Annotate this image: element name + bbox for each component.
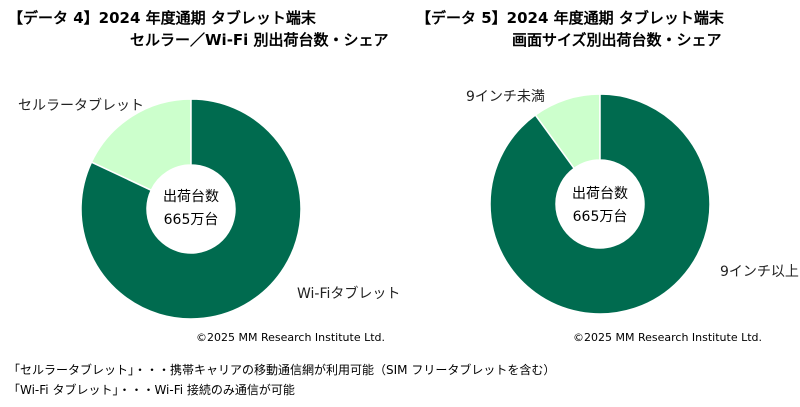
chart-1-copyright: ©2025 MM Research Institute Ltd. [196, 331, 386, 344]
chart-2-center-label-line-2: 665万台 [573, 209, 628, 225]
chart-2-slice-0 [489, 93, 711, 315]
chart-2-title-line-2: 画面サイズ別出荷台数・シェア [512, 31, 722, 49]
chart-1-center-label-line-1: 出荷台数 [163, 189, 219, 205]
chart-2-slice-label-under-9: 9インチ未満 [466, 89, 545, 105]
chart-1-title: 【データ 4】2024 年度通期 タブレット端末 セルラー／Wi-Fi 別出荷台… [8, 7, 389, 51]
chart-1-slice-label-cellular: セルラータブレット [18, 97, 144, 114]
chart-2-title: 【データ 5】2024 年度通期 タブレット端末 画面サイズ別出荷台数・シェア [416, 7, 724, 51]
chart-2-title-line-1: 【データ 5】2024 年度通期 タブレット端末 [416, 9, 724, 27]
chart-1-slice-1 [90, 98, 192, 192]
chart-1-slice-label-wifi: Wi-Fiタブレット [297, 285, 400, 302]
chart-2-copyright: ©2025 MM Research Institute Ltd. [573, 331, 763, 344]
chart-2-slice-label-9-plus: 9インチ以上 [720, 264, 799, 280]
footnote-wifi: 「Wi-Fi タブレット」・・・Wi-Fi 接続のみ通信が可能 [8, 383, 295, 397]
footnote-cellular: 「セルラータブレット」・・・携帯キャリアの移動通信網が利用可能（SIM フリータ… [8, 363, 556, 377]
footnotes: 「セルラータブレット」・・・携帯キャリアの移動通信網が利用可能（SIM フリータ… [8, 360, 555, 400]
chart-2-center-label-line-1: 出荷台数 [572, 186, 628, 202]
chart-1-slice-0 [80, 98, 302, 320]
chart-1-center-label-line-2: 665万台 [164, 212, 219, 228]
chart-1-title-line-1: 【データ 4】2024 年度通期 タブレット端末 [8, 9, 316, 27]
chart-1-title-line-2: セルラー／Wi-Fi 別出荷台数・シェア [130, 31, 389, 49]
